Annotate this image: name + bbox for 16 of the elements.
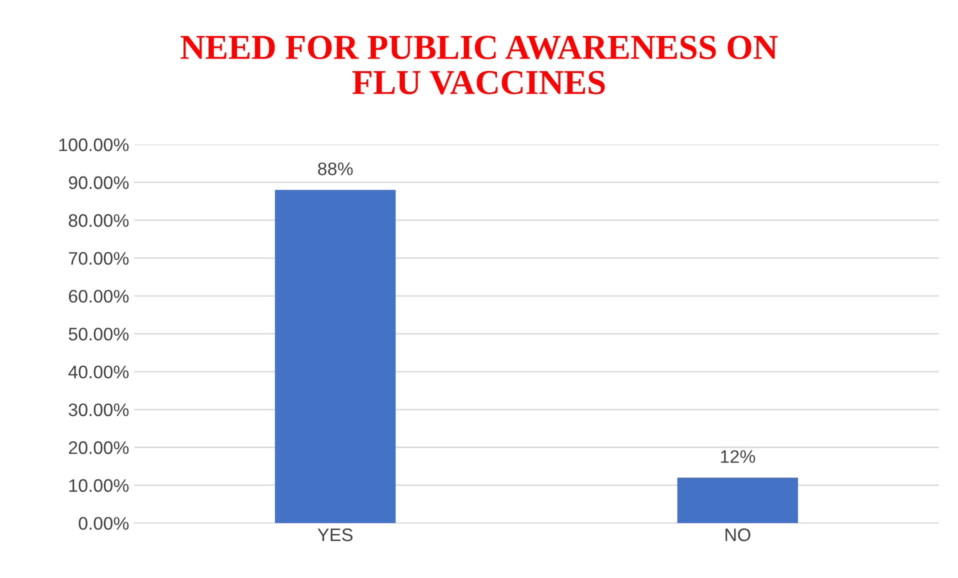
y-tick-label: 40.00% — [68, 366, 129, 378]
data-label: 12% — [720, 450, 756, 463]
y-tick-label: 0.00% — [78, 517, 129, 530]
y-tick-label: 80.00% — [68, 214, 129, 227]
y-tick-label: 90.00% — [68, 176, 129, 190]
chart-title: NEED FOR PUBLIC AWARENESS ON FLU VACCINES — [180, 36, 778, 94]
y-tick-label: 30.00% — [68, 403, 129, 416]
y-tick-label: 100.00% — [59, 138, 129, 152]
y-tick-label: 70.00% — [68, 252, 129, 265]
y-tick-label: 60.00% — [68, 290, 129, 303]
x-tick-label: YES — [318, 528, 353, 542]
data-label: 88% — [318, 162, 353, 176]
y-tick-label: 50.00% — [68, 328, 129, 341]
x-tick-label: NO — [726, 528, 750, 542]
y-tick-label: 20.00% — [68, 441, 129, 454]
y-tick-label: 10.00% — [69, 479, 129, 492]
